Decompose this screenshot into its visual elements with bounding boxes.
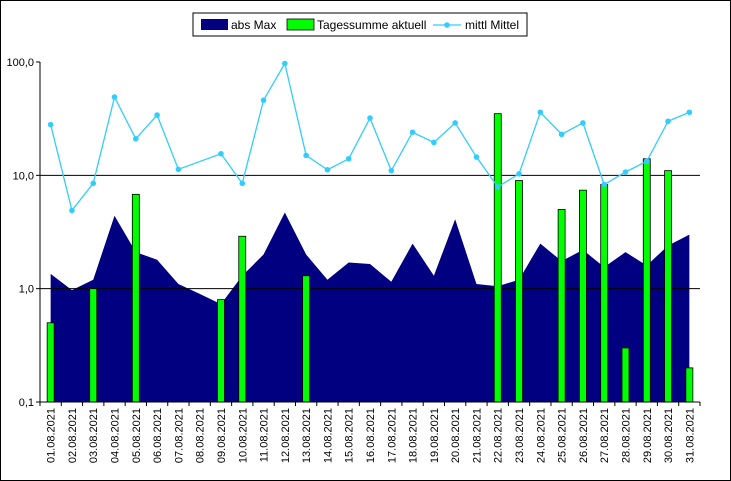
- point-mittl-mittel: [516, 171, 522, 177]
- x-tick-label: 15.08.2021: [344, 408, 356, 463]
- point-mittl-mittel: [601, 181, 607, 188]
- point-mittl-mittel: [218, 150, 224, 157]
- point-mittl-mittel: [558, 131, 565, 138]
- point-mittl-mittel: [111, 94, 118, 100]
- x-tick-label: 30.08.2021: [663, 408, 675, 463]
- bar-tagessumme: [217, 299, 225, 403]
- x-tick-label: 19.08.2021: [429, 408, 441, 463]
- x-tick-label: 17.08.2021: [386, 408, 398, 463]
- legend-swatch-abs-max: [201, 19, 228, 30]
- x-tick-label: 08.08.2021: [195, 408, 207, 463]
- legend-swatch-tagessumme: [286, 18, 315, 31]
- point-mittl-mittel: [324, 166, 331, 173]
- x-tick-label: 29.08.2021: [642, 408, 654, 463]
- point-mittl-mittel: [409, 129, 416, 136]
- bar-tagessumme: [642, 158, 651, 403]
- x-tick-label: 18.08.2021: [408, 408, 420, 463]
- legend-label-abs-max: abs Max: [231, 18, 276, 32]
- x-tick-label: 22.08.2021: [493, 408, 505, 463]
- y-tick-label: 10,0: [13, 170, 34, 182]
- y-tick-label: 0,1: [19, 397, 34, 409]
- x-tick-label: 24.08.2021: [535, 408, 547, 463]
- point-mittl-mittel: [580, 120, 586, 126]
- point-mittl-mittel: [47, 121, 54, 128]
- x-tick-label: 25.08.2021: [557, 408, 569, 463]
- bar-tagessumme: [600, 184, 609, 403]
- x-tick-label: 14.08.2021: [322, 408, 334, 463]
- point-mittl-mittel: [260, 97, 267, 104]
- x-tick-label: 10.08.2021: [237, 408, 249, 463]
- x-tick-label: 04.08.2021: [110, 408, 122, 463]
- x-tick-label: 21.08.2021: [471, 408, 483, 463]
- y-tick-label: 1,0: [19, 284, 34, 296]
- x-tick-label: 12.08.2021: [280, 408, 292, 463]
- point-mittl-mittel: [494, 184, 501, 190]
- x-tick-label: 06.08.2021: [152, 408, 164, 463]
- point-mittl-mittel: [537, 109, 544, 116]
- area-abs-max: [50, 212, 690, 402]
- bar-tagessumme: [238, 235, 247, 403]
- x-tick-label: 07.08.2021: [173, 408, 185, 463]
- point-mittl-mittel: [686, 109, 693, 116]
- point-mittl-mittel: [431, 139, 437, 146]
- x-tick-label: 27.08.2021: [599, 408, 611, 463]
- bar-tagessumme: [579, 189, 587, 403]
- bar-tagessumme: [685, 367, 694, 403]
- legend-label-mittl-mittel: mittl Mittel: [465, 18, 519, 32]
- x-tick-label: 31.08.2021: [684, 408, 696, 463]
- bar-tagessumme: [46, 322, 55, 403]
- x-tick-label: 13.08.2021: [301, 408, 313, 463]
- line-mittl-mittel: [50, 61, 690, 212]
- point-mittl-mittel: [90, 180, 97, 187]
- bar-tagessumme: [131, 193, 140, 403]
- bar-tagessumme: [664, 170, 672, 403]
- legend-box: [192, 12, 528, 37]
- bar-tagessumme: [302, 275, 311, 403]
- point-mittl-mittel: [345, 155, 352, 162]
- point-mittl-mittel: [643, 158, 650, 165]
- point-mittl-mittel: [239, 180, 246, 187]
- x-tick-label: 11.08.2021: [259, 408, 271, 462]
- bar-tagessumme: [557, 209, 566, 403]
- point-mittl-mittel: [69, 207, 75, 214]
- x-tick-label: 16.08.2021: [365, 408, 377, 463]
- x-tick-label: 02.08.2021: [67, 408, 79, 463]
- point-mittl-mittel: [133, 136, 139, 142]
- point-mittl-mittel: [452, 120, 458, 126]
- point-mittl-mittel: [175, 166, 182, 173]
- point-mittl-mittel: [282, 60, 288, 67]
- point-mittl-mittel: [303, 152, 309, 159]
- legend-swatch-marker: [444, 22, 450, 28]
- bar-tagessumme: [621, 347, 630, 403]
- bar-tagessumme: [493, 113, 502, 403]
- x-tick-label: 01.08.2021: [46, 408, 58, 463]
- bar-tagessumme: [89, 288, 98, 403]
- x-tick-label: 26.08.2021: [578, 408, 590, 463]
- x-tick-label: 05.08.2021: [131, 408, 143, 463]
- point-mittl-mittel: [622, 169, 629, 175]
- point-mittl-mittel: [154, 112, 160, 118]
- x-tick-label: 23.08.2021: [514, 408, 526, 463]
- x-tick-label: 03.08.2021: [88, 408, 100, 463]
- y-tick-label: 100,0: [6, 57, 34, 69]
- x-tick-label: 09.08.2021: [216, 408, 228, 463]
- x-tick-label: 28.08.2021: [620, 408, 632, 463]
- legend-label-tagessumme: Tagessumme aktuell: [317, 18, 426, 32]
- x-tick-label: 20.08.2021: [450, 408, 462, 463]
- legend: abs Max Tagessumme aktuell mittl Mittel: [192, 12, 528, 37]
- point-mittl-mittel: [388, 167, 395, 174]
- point-mittl-mittel: [367, 115, 373, 121]
- point-mittl-mittel: [665, 118, 671, 125]
- point-mittl-mittel: [473, 154, 480, 160]
- bar-tagessumme: [515, 180, 523, 403]
